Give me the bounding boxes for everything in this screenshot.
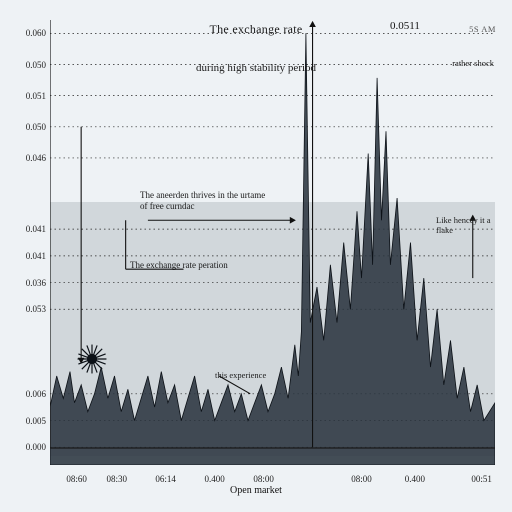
x-tick: 00:51	[471, 474, 492, 484]
y-tick: 0.006	[4, 389, 46, 399]
peak-caption: rather shock	[424, 58, 494, 68]
peak-time: 5S AM	[469, 24, 496, 34]
y-tick: 0.050	[4, 122, 46, 132]
x-tick: 08:00	[351, 474, 372, 484]
y-tick: 0.060	[4, 28, 46, 38]
caption-1: The aneerden thrives in the urtame of fr…	[140, 190, 270, 213]
x-tick: 08:60	[66, 474, 87, 484]
x-tick: 08:30	[106, 474, 127, 484]
x-tick: 08:00	[253, 474, 274, 484]
peak-value: 0.0511	[390, 20, 420, 32]
y-tick: 0.051	[4, 91, 46, 101]
y-tick: 0.050	[4, 60, 46, 70]
caption-4: Like hencey it a flake	[436, 215, 498, 235]
chart-subtitle: during high stability period	[196, 62, 316, 74]
y-tick: 0.041	[4, 224, 46, 234]
y-tick: 0.000	[4, 442, 46, 452]
starburst-icon	[75, 342, 109, 376]
y-tick: 0.046	[4, 153, 46, 163]
y-tick: 0.053	[4, 304, 46, 314]
caption-3: this experience	[215, 370, 266, 380]
x-tick: 0.400	[405, 474, 425, 484]
x-tick: 06:14	[155, 474, 176, 484]
x-axis-label: Open market	[230, 485, 282, 496]
y-tick: 0.005	[4, 416, 46, 426]
y-tick: 0.041	[4, 251, 46, 261]
x-tick: 0.400	[205, 474, 225, 484]
chart-plot	[50, 20, 495, 465]
chart-title: The exchange rate	[209, 22, 302, 37]
y-tick: 0.036	[4, 278, 46, 288]
caption-2: The exchange rate peration	[130, 260, 290, 271]
